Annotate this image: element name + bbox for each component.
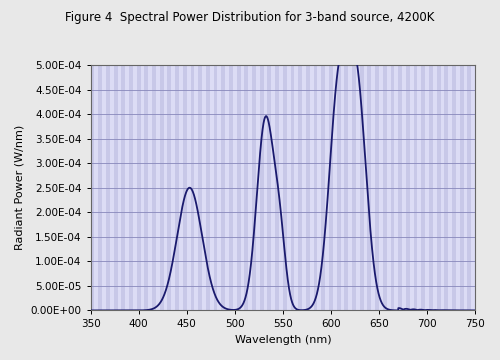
Bar [422, 65, 425, 310]
Bar [298, 65, 302, 310]
Bar [314, 65, 318, 310]
Bar [98, 65, 102, 310]
Bar [468, 65, 471, 310]
Bar [260, 65, 264, 310]
Bar [406, 65, 410, 310]
Bar [222, 65, 225, 310]
Bar [452, 65, 456, 310]
Bar [268, 65, 272, 310]
X-axis label: Wavelength (nm): Wavelength (nm) [234, 335, 331, 345]
Bar [368, 65, 372, 310]
Bar [336, 65, 340, 310]
Bar [214, 65, 218, 310]
Bar [175, 65, 179, 310]
Bar [229, 65, 233, 310]
Bar [275, 65, 279, 310]
Bar [290, 65, 294, 310]
Bar [206, 65, 210, 310]
Bar [375, 65, 379, 310]
Bar [122, 65, 125, 310]
Bar [183, 65, 186, 310]
Bar [329, 65, 333, 310]
Bar [129, 65, 133, 310]
Bar [244, 65, 248, 310]
Bar [383, 65, 386, 310]
Bar [398, 65, 402, 310]
Text: Figure 4  Spectral Power Distribution for 3-band source, 4200K: Figure 4 Spectral Power Distribution for… [66, 11, 434, 24]
Bar [429, 65, 433, 310]
Y-axis label: Radiant Power (W/nm): Radiant Power (W/nm) [15, 125, 25, 250]
Bar [90, 65, 94, 310]
Bar [436, 65, 440, 310]
Bar [460, 65, 464, 310]
Bar [160, 65, 164, 310]
Bar [444, 65, 448, 310]
Bar [198, 65, 202, 310]
Bar [190, 65, 194, 310]
Bar [344, 65, 348, 310]
Bar [252, 65, 256, 310]
Bar [114, 65, 117, 310]
Bar [306, 65, 310, 310]
Bar [168, 65, 172, 310]
Bar [144, 65, 148, 310]
Bar [283, 65, 286, 310]
Bar [352, 65, 356, 310]
Bar [236, 65, 240, 310]
Bar [360, 65, 364, 310]
Bar [322, 65, 325, 310]
Bar [152, 65, 156, 310]
Bar [414, 65, 418, 310]
Bar [136, 65, 140, 310]
Bar [106, 65, 110, 310]
Bar [390, 65, 394, 310]
